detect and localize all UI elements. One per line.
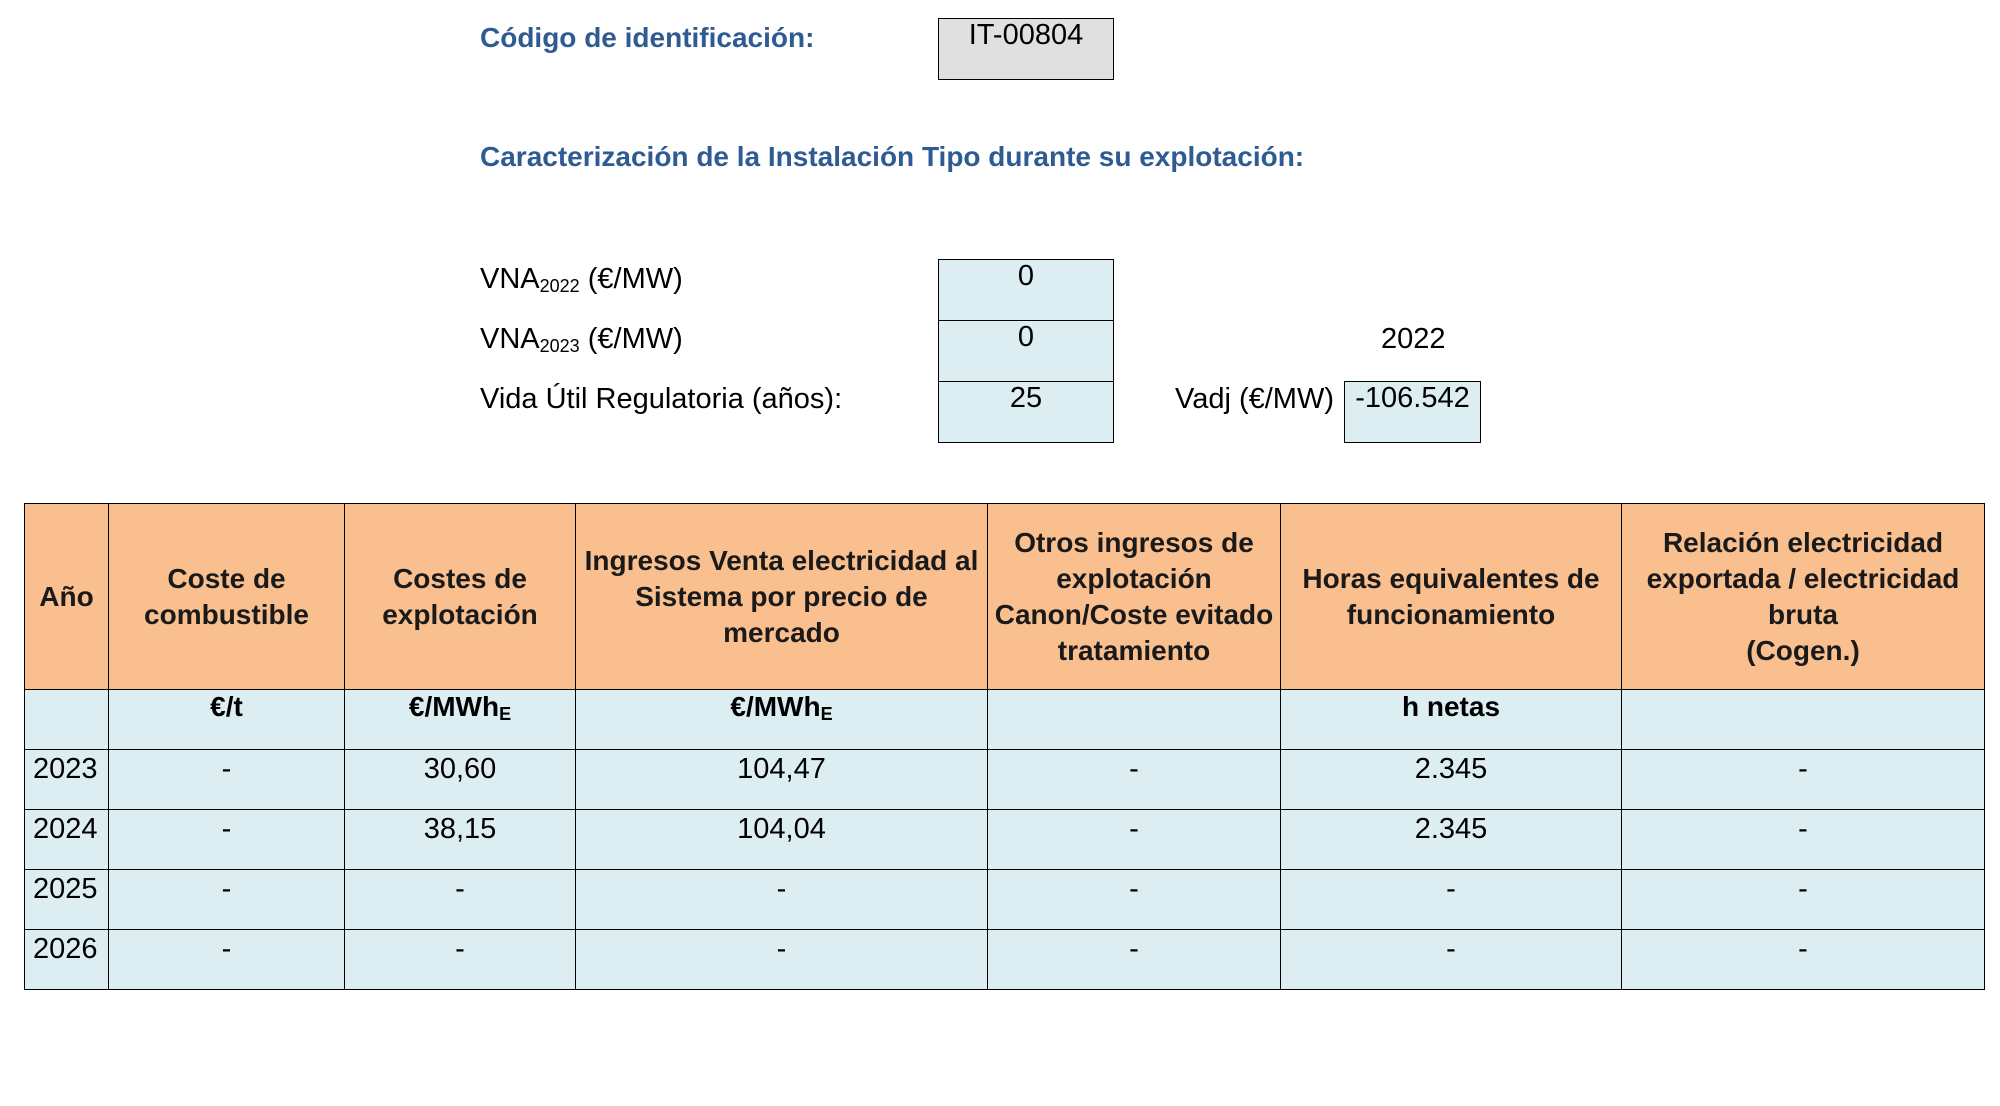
cell-costes-explotacion: - bbox=[344, 869, 576, 930]
cell-otros-ingresos: - bbox=[987, 869, 1281, 930]
table-header-row: Año Coste de combustible Costes de explo… bbox=[24, 503, 1985, 690]
vida-util-box: 25 bbox=[938, 381, 1114, 443]
id-value-box: IT-00804 bbox=[938, 18, 1114, 80]
table-row: 2026 - - - - - - bbox=[24, 929, 1985, 990]
cell-coste-combustible: - bbox=[108, 749, 345, 810]
table-row: 2024 - 38,15 104,04 - 2.345 - bbox=[24, 809, 1985, 870]
header-horas-equivalentes: Horas equivalentes de funcionamiento bbox=[1280, 503, 1622, 690]
table-row: 2023 - 30,60 104,47 - 2.345 - bbox=[24, 749, 1985, 810]
cell-ingresos-venta: 104,47 bbox=[575, 749, 988, 810]
cell-year: 2026 bbox=[24, 929, 109, 990]
cell-relacion-electricidad: - bbox=[1621, 749, 1985, 810]
header-coste-combustible: Coste de combustible bbox=[108, 503, 345, 690]
vadj-box: -106.542 bbox=[1344, 381, 1481, 443]
cell-coste-combustible: - bbox=[108, 929, 345, 990]
unit-cell bbox=[24, 689, 109, 750]
vna2022-box: 0 bbox=[938, 259, 1114, 321]
data-table: Año Coste de combustible Costes de explo… bbox=[24, 503, 1985, 990]
id-label: Código de identificación: bbox=[480, 22, 815, 53]
unit-cell: €/t bbox=[108, 689, 345, 750]
units-row: €/t €/MWhE €/MWhE h netas bbox=[24, 689, 1985, 750]
section-title: Caracterización de la Instalación Tipo d… bbox=[480, 141, 1305, 172]
vna2023-box: 0 bbox=[938, 320, 1114, 382]
unit-cell bbox=[1621, 689, 1985, 750]
header-otros-ingresos: Otros ingresos de explotación Canon/Cost… bbox=[987, 503, 1281, 690]
cell-ingresos-venta: - bbox=[575, 869, 988, 930]
cell-otros-ingresos: - bbox=[987, 929, 1281, 990]
cell-ingresos-venta: 104,04 bbox=[575, 809, 988, 870]
header-costes-explotacion: Costes de explotación bbox=[344, 503, 576, 690]
id-value: IT-00804 bbox=[968, 19, 1084, 51]
year-label: 2022 bbox=[1381, 323, 1446, 355]
header-ano: Año bbox=[24, 503, 109, 690]
cell-horas-equivalentes: 2.345 bbox=[1280, 749, 1622, 810]
cell-coste-combustible: - bbox=[108, 809, 345, 870]
vna2023-value: 0 bbox=[1017, 321, 1035, 353]
vida-util-label: Vida Útil Regulatoria (años): bbox=[480, 383, 843, 415]
vida-util-value: 25 bbox=[1009, 382, 1043, 414]
unit-cell: h netas bbox=[1280, 689, 1622, 750]
cell-relacion-electricidad: - bbox=[1621, 869, 1985, 930]
vna2022-label: VNA2022 (€/MW) bbox=[480, 263, 683, 296]
table-row: 2025 - - - - - - bbox=[24, 869, 1985, 930]
cell-costes-explotacion: 30,60 bbox=[344, 749, 576, 810]
cell-horas-equivalentes: 2.345 bbox=[1280, 809, 1622, 870]
cell-year: 2025 bbox=[24, 869, 109, 930]
header-relacion-electricidad: Relación electricidad exportada / electr… bbox=[1621, 503, 1985, 690]
cell-costes-explotacion: 38,15 bbox=[344, 809, 576, 870]
unit-cell: €/MWhE bbox=[575, 689, 988, 750]
cell-otros-ingresos: - bbox=[987, 749, 1281, 810]
cell-year: 2024 bbox=[24, 809, 109, 870]
cell-costes-explotacion: - bbox=[344, 929, 576, 990]
cell-relacion-electricidad: - bbox=[1621, 929, 1985, 990]
header-ingresos-venta: Ingresos Venta electricidad al Sistema p… bbox=[575, 503, 988, 690]
cell-year: 2023 bbox=[24, 749, 109, 810]
cell-horas-equivalentes: - bbox=[1280, 869, 1622, 930]
unit-cell: €/MWhE bbox=[344, 689, 576, 750]
vadj-label: Vadj (€/MW) bbox=[1175, 383, 1334, 415]
cell-horas-equivalentes: - bbox=[1280, 929, 1622, 990]
cell-coste-combustible: - bbox=[108, 869, 345, 930]
vna2022-value: 0 bbox=[1017, 260, 1035, 292]
cell-ingresos-venta: - bbox=[575, 929, 988, 990]
cell-otros-ingresos: - bbox=[987, 809, 1281, 870]
vna2023-label: VNA2023 (€/MW) bbox=[480, 323, 683, 356]
vadj-value: -106.542 bbox=[1355, 382, 1470, 414]
cell-relacion-electricidad: - bbox=[1621, 809, 1985, 870]
unit-cell bbox=[987, 689, 1281, 750]
